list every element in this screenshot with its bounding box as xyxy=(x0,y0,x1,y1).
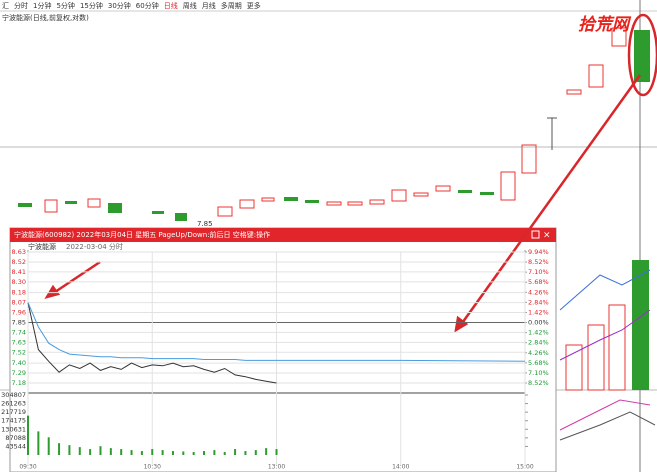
y2-tick-label: 1.42% xyxy=(528,329,549,337)
volume-bar xyxy=(275,449,278,455)
y-tick-label: 217719 xyxy=(1,408,26,416)
y-tick-label: 8.41 xyxy=(12,268,26,276)
y-tick-label: 87088 xyxy=(5,434,26,442)
y-tick-label: 130631 xyxy=(1,425,26,433)
toolbar-tab[interactable]: 15分钟 xyxy=(80,1,103,10)
volume-bar xyxy=(27,415,29,455)
y2-tick-label: 9.94% xyxy=(528,248,549,256)
volume-bar xyxy=(47,437,50,455)
volume-bar xyxy=(68,445,71,455)
annotations xyxy=(44,13,657,333)
toolbar-tab[interactable]: 日线 xyxy=(164,1,178,10)
y2-tick-label: 5.68% xyxy=(528,359,549,367)
y-tick-label: 8.07 xyxy=(12,299,26,307)
y-tick-label: 7.29 xyxy=(12,369,26,377)
popup-title: 宁波能源(600982) 2022年03月04日 星期五 PageUp/Down… xyxy=(14,230,270,239)
x-tick-label: 14:00 xyxy=(392,464,409,471)
toolbar-tab[interactable]: 分时 xyxy=(14,1,28,10)
volume-bar xyxy=(78,447,81,455)
volume-bar xyxy=(192,452,195,455)
toolbar-tab[interactable]: 30分钟 xyxy=(108,1,131,10)
y2-tick-label: 7.10% xyxy=(528,268,549,276)
low-label: 7.85 xyxy=(197,220,213,228)
volume-bar xyxy=(182,451,185,455)
y2-tick-label: 4.26% xyxy=(528,288,549,296)
y-tick-label: 8.30 xyxy=(12,278,26,286)
x-tick-label: 09:30 xyxy=(19,464,36,471)
maximize-button[interactable] xyxy=(531,230,540,239)
popup-titlebar xyxy=(10,228,556,242)
y2-tick-label: 2.84% xyxy=(528,339,549,347)
y-tick-label: 7.52 xyxy=(12,348,26,356)
y-tick-label: 174175 xyxy=(1,417,26,425)
volume-bar xyxy=(223,452,226,455)
toolbar-tab[interactable]: 更多 xyxy=(247,1,261,10)
y2-tick-label: 5.68% xyxy=(528,278,549,286)
volume-bar xyxy=(234,449,237,455)
volume-bar xyxy=(140,451,143,455)
y2-tick-label: 8.52% xyxy=(528,258,549,266)
toolbar-tab[interactable]: 汇 xyxy=(2,2,9,10)
volume-bar xyxy=(254,450,257,455)
y2-tick-label: 2.84% xyxy=(528,298,549,306)
y-tick-label: 8.18 xyxy=(12,289,26,297)
volume-bar xyxy=(265,448,268,455)
volume-bar xyxy=(58,443,61,455)
y-tick-label: 7.63 xyxy=(12,338,26,346)
volume-bar xyxy=(120,449,123,455)
y-tick-label: 7.40 xyxy=(12,359,26,367)
price-line xyxy=(27,302,526,362)
y2-tick-label: 8.52% xyxy=(528,379,549,387)
toolbar: 汇分时 1分钟 5分钟 15分钟 30分钟 60分钟 日线 周线 月线 多周期 更多 xyxy=(2,1,261,10)
toolbar-tab[interactable]: 60分钟 xyxy=(136,1,159,10)
y-tick-label: 8.52 xyxy=(12,258,26,266)
y2-tick-label: 0.00% xyxy=(528,319,549,327)
toolbar-tab[interactable]: 周线 xyxy=(183,1,197,10)
volume-bar xyxy=(161,450,164,455)
volume-bar xyxy=(130,450,133,455)
y-tick-label: 8.63 xyxy=(12,248,26,256)
volume-bar xyxy=(244,451,247,455)
toolbar-tab[interactable]: 1分钟 xyxy=(33,1,51,10)
toolbar-tab[interactable]: 5分钟 xyxy=(56,1,74,10)
y-tick-label: 43544 xyxy=(5,442,26,450)
y-tick-label: 7.18 xyxy=(12,379,26,387)
volume-bar xyxy=(171,451,174,455)
volume-bar xyxy=(203,451,206,455)
y-tick-label: 7.96 xyxy=(12,309,26,317)
popup xyxy=(9,227,557,473)
toolbar-tab[interactable]: 多周期 xyxy=(221,1,242,10)
volume-bar xyxy=(213,450,216,455)
volume-bar xyxy=(89,449,92,455)
volume-bar xyxy=(99,446,102,455)
popup-header: 宁波能源 xyxy=(28,242,56,251)
volume-bar xyxy=(109,448,112,455)
close-button[interactable]: × xyxy=(543,231,551,241)
x-tick-label: 15:00 xyxy=(516,464,533,471)
price-line xyxy=(27,302,277,384)
volume-bar xyxy=(37,431,40,455)
x-tick-label: 13:00 xyxy=(268,464,285,471)
toolbar-tab[interactable]: 月线 xyxy=(202,1,216,10)
y-tick-label: 7.85 xyxy=(12,318,26,326)
y2-tick-label: 1.42% xyxy=(528,308,549,316)
y-tick-label: 7.74 xyxy=(12,328,26,336)
y-tick-label: 261263 xyxy=(1,400,26,408)
volume-bar xyxy=(151,449,154,455)
y2-tick-label: 4.26% xyxy=(528,349,549,357)
watermark: 拾荒网 xyxy=(578,15,632,35)
x-tick-label: 10:30 xyxy=(144,464,161,471)
subtitle: 宁波能源(日线,前复权,对数) xyxy=(2,13,89,22)
y2-tick-label: 7.10% xyxy=(528,369,549,377)
y-tick-label: 304807 xyxy=(1,391,26,399)
popup-subheader: 2022-03-04 分时 xyxy=(66,242,123,251)
